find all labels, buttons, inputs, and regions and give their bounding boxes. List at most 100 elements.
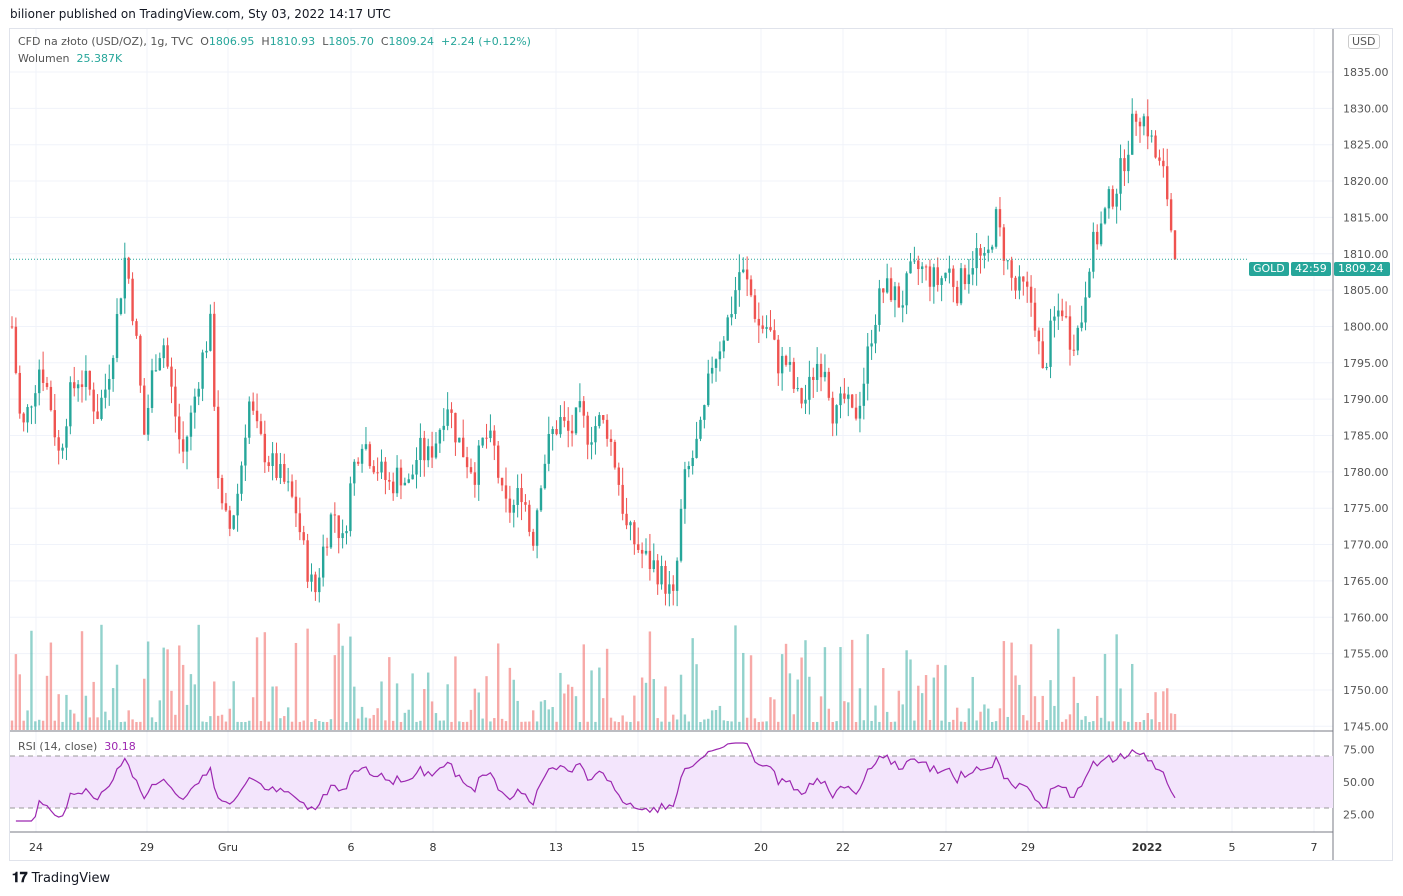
volume-bar	[290, 721, 294, 730]
volume-bar	[598, 667, 601, 730]
volume-bar	[1037, 721, 1041, 730]
rsi-line	[15, 742, 1176, 822]
volume-bar	[800, 657, 803, 730]
candle-body	[1103, 208, 1107, 224]
open-value: 1806.95	[208, 35, 255, 48]
volume-bar	[497, 643, 500, 730]
candle-body	[329, 514, 333, 548]
volume-bar	[885, 711, 889, 730]
volume-bar	[504, 721, 508, 730]
candle-body	[590, 442, 593, 445]
volume-bar	[749, 655, 753, 730]
candle-body	[290, 481, 294, 497]
candle-body	[839, 393, 842, 406]
volume-bar	[1092, 721, 1095, 730]
candle-body	[1068, 316, 1072, 350]
volume-bar	[446, 684, 449, 730]
y-tick-label: 1785.00	[1343, 430, 1389, 443]
volume-bar	[244, 721, 247, 730]
candle-body	[497, 445, 500, 478]
y-tick-label: 1810.00	[1343, 248, 1389, 261]
volume-bar	[364, 717, 368, 730]
volume-bar	[65, 694, 68, 730]
candle-body	[695, 438, 698, 458]
y-tick-label: 1830.00	[1343, 102, 1389, 115]
volume-bar	[263, 632, 267, 730]
volume-bar	[1142, 720, 1146, 730]
candle-body	[777, 339, 780, 374]
volume-bar	[745, 717, 749, 730]
volume-bar	[220, 714, 224, 730]
volume-bar	[251, 697, 255, 730]
candle-body	[660, 565, 663, 585]
volume-bar	[570, 686, 574, 730]
candle-body	[831, 397, 834, 424]
candle-body	[189, 412, 193, 437]
volume-bar	[1134, 721, 1138, 730]
candle-body	[819, 363, 823, 378]
candle-body	[1158, 157, 1161, 161]
candle-body	[41, 369, 45, 383]
volume-bar	[804, 640, 807, 730]
candle-body	[259, 421, 263, 434]
volume-bar	[866, 634, 869, 730]
candle-body	[1138, 121, 1142, 127]
volume-bar	[870, 720, 873, 730]
volume-bar	[438, 720, 442, 730]
volume-bar	[843, 701, 846, 730]
volume-bar	[135, 722, 138, 730]
volume-bar	[625, 721, 628, 730]
candle-body	[998, 209, 1002, 228]
volume-bar	[761, 721, 764, 730]
candle-body	[885, 278, 889, 293]
candle-body	[621, 484, 624, 514]
volume-bar	[854, 721, 858, 730]
volume-bar	[57, 694, 60, 730]
candle-body	[675, 560, 679, 591]
candle-body	[154, 370, 158, 372]
candle-body	[547, 433, 550, 464]
volume-bar	[1010, 642, 1013, 730]
candle-body	[22, 413, 25, 423]
candle-body	[800, 388, 803, 404]
candle-body	[283, 464, 286, 482]
candle-body	[135, 321, 138, 336]
tradingview-logo[interactable]: 𝟏𝟕 TradingView	[12, 870, 110, 886]
candle-body	[804, 399, 807, 404]
volume-bar	[209, 716, 212, 730]
volume-bar	[38, 719, 41, 730]
candle-body	[563, 417, 566, 421]
candle-body	[897, 286, 901, 308]
volume-bar	[901, 704, 904, 730]
candle-body	[1173, 230, 1177, 260]
volume-bar	[1173, 713, 1177, 730]
candle-body	[162, 345, 165, 359]
volume-bar	[637, 721, 640, 730]
candle-body	[450, 409, 453, 413]
candle-body	[940, 278, 943, 285]
volume-bar	[73, 713, 76, 730]
candle-body	[426, 446, 430, 461]
volume-bar	[193, 684, 197, 730]
candle-body	[967, 274, 971, 285]
candle-body	[959, 268, 963, 304]
currency-button[interactable]: USD	[1348, 34, 1380, 49]
candle-body	[356, 461, 360, 464]
candle-body	[53, 410, 56, 438]
volume-bar	[722, 720, 726, 730]
candle-body	[1045, 366, 1048, 369]
candle-body	[493, 430, 496, 446]
candle-body	[640, 549, 644, 554]
volume-bar	[917, 685, 920, 730]
y-tick-label: 1765.00	[1343, 575, 1389, 588]
volume-bar	[275, 686, 278, 730]
candle-body	[909, 261, 912, 274]
candle-body	[1072, 349, 1076, 351]
volume-bar	[1123, 721, 1126, 730]
y-tick-label: 1815.00	[1343, 211, 1389, 224]
candle-body	[454, 412, 457, 443]
candle-body	[263, 433, 267, 463]
candle-body	[193, 396, 197, 413]
candle-body	[979, 248, 982, 256]
